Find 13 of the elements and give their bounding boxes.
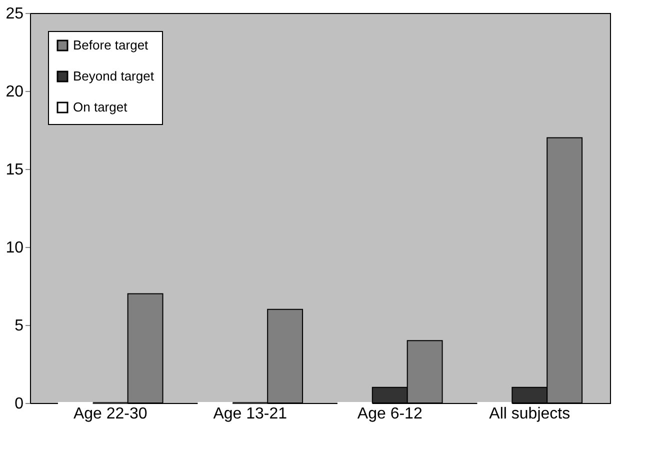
x-tick-label: Age 13-21 — [213, 406, 288, 422]
y-tick-label: 25 — [6, 6, 24, 22]
x-tick-label: Age 22-30 — [73, 406, 148, 422]
x-tick-label: Age 6-12 — [357, 406, 422, 422]
legend-label: On target — [73, 100, 128, 114]
y-tick-label: 5 — [14, 318, 24, 334]
y-tick-label: 20 — [6, 84, 24, 100]
y-tick-label: 15 — [6, 162, 24, 178]
y-tick-label: 0 — [14, 396, 24, 412]
legend-label: Before target — [73, 38, 149, 52]
x-tick-label: All subjects — [489, 406, 570, 422]
legend-label: Beyond target — [73, 68, 154, 84]
y-tick-label: 10 — [6, 240, 24, 256]
